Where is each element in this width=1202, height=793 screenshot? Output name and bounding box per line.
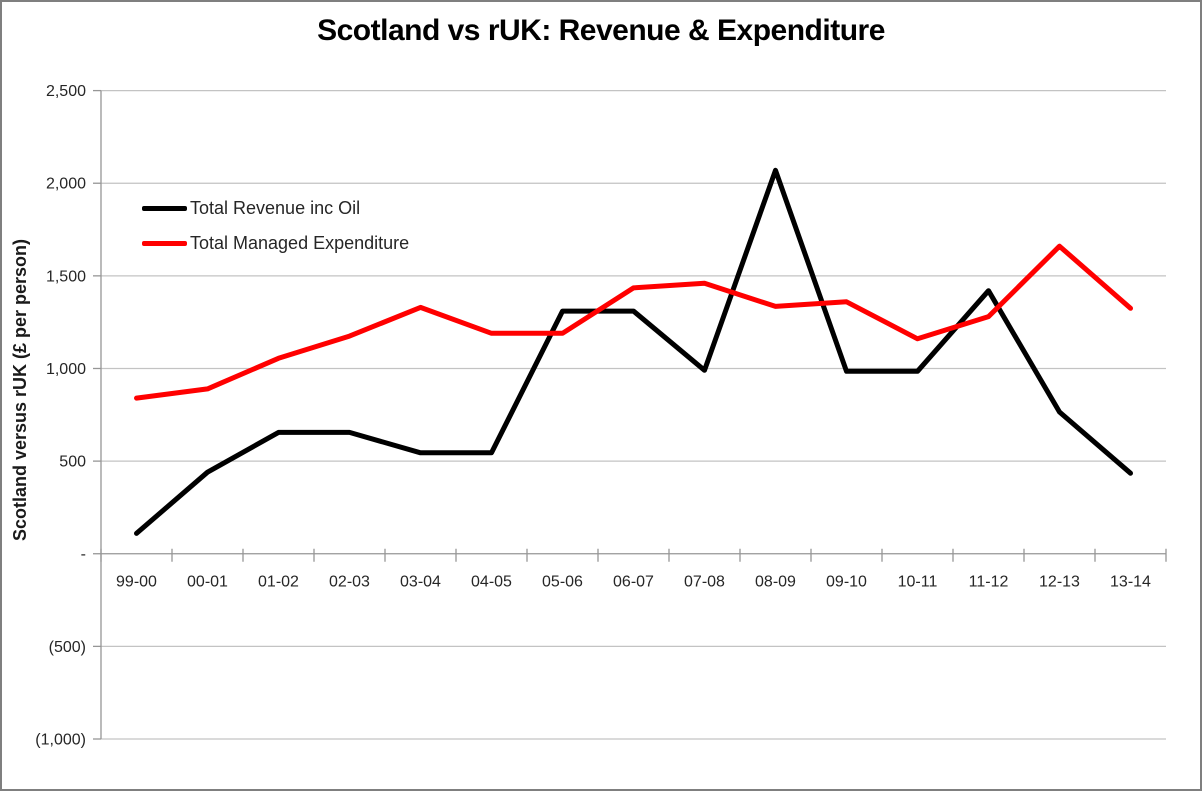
x-tick-label: 09-10 [826,574,867,591]
y-axis-title: Scotland versus rUK (£ per person) [10,239,30,541]
legend-swatch-expenditure [142,241,187,246]
legend-swatch-revenue [142,206,187,211]
x-tick-label: 07-08 [684,574,725,591]
y-tick-label: 500 [59,454,86,471]
axis-labels-layer: 2,500 2,000 1,500 1,000 500 - (500) (1,000) 99-0… [35,83,1151,748]
x-tick-label: 10-11 [898,574,938,591]
y-tick-label: (1,000) [35,732,86,749]
x-tick-label: 03-04 [400,574,441,591]
legend-label-expenditure: Total Managed Expenditure [190,233,410,253]
series-layer [134,167,1133,536]
gridlines-layer [101,89,1166,740]
legend: Total Revenue inc Oil Total Managed Expe… [142,198,409,254]
chart-title: Scotland vs rUK: Revenue & Expenditure [317,14,885,47]
x-tick-label: 99-00 [116,574,157,591]
y-tick-label: 1,000 [46,361,86,378]
series-line-revenue [134,167,1133,536]
y-tick-label: (500) [49,639,86,656]
legend-label-revenue: Total Revenue inc Oil [190,198,361,218]
x-tick-label: 04-05 [471,574,512,591]
x-tick-label: 12-13 [1039,574,1080,591]
axes-layer [93,89,1167,740]
x-tick-label: 08-09 [755,574,796,591]
x-tick-label: 02-03 [329,574,370,591]
x-tick-label: 00-01 [187,574,228,591]
x-tick-label: 13-14 [1110,574,1151,591]
y-tick-label: - [81,546,86,563]
x-tick-label: 05-06 [542,574,583,591]
x-tick-label: 01-02 [258,574,299,591]
series-line-expenditure [134,243,1133,401]
x-tick-label: 06-07 [613,574,654,591]
y-tick-label: 2,000 [46,176,86,193]
legend-item-revenue: Total Revenue inc Oil [142,198,409,219]
x-tick-label: 11-12 [969,574,1009,591]
legend-item-expenditure: Total Managed Expenditure [142,233,409,254]
y-tick-label: 2,500 [46,83,86,100]
y-tick-label: 1,500 [46,268,86,285]
